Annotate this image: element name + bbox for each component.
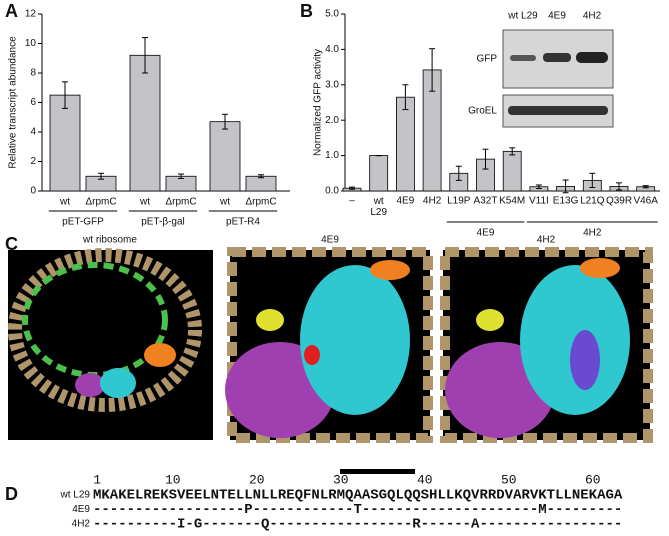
blob [580,258,620,278]
structure-title: wt ribosome [82,235,137,246]
bar [369,155,389,192]
y-axis-label: Normalized GFP activity [313,49,324,156]
rrna [440,247,653,443]
bar [245,175,277,192]
x-tick-label: ΔrpmC [85,197,116,208]
y-tick-label: 5.0 [325,9,339,20]
bar [502,150,522,192]
x-tick-label: V11I [529,196,549,207]
rrna [227,247,433,443]
blob [300,265,410,415]
y-tick-label: 4.0 [325,44,339,55]
x-tick-label: 4E9 [397,196,415,207]
structure-title: 4H2 [537,235,556,246]
x-tick-label: Q39R [606,196,632,207]
sequence: ----------I-G-------Q-----------------R-… [93,517,622,533]
row-name: wt L29 [60,490,91,501]
panel-label: C [5,234,18,254]
panel-label: D [5,484,18,504]
y-tick-label: 6 [30,97,36,108]
blob [256,309,284,331]
band [510,55,536,61]
band [508,106,608,115]
y-tick-label: 4 [30,127,36,138]
ruler-number: 40 [417,472,433,487]
group-label: pET-GFP [62,217,104,228]
lane-label: 4E9 [548,11,566,22]
bar [49,94,81,192]
ruler-number: 1 [93,472,101,487]
ruler-number: 60 [585,472,601,487]
blob [75,373,105,397]
lane-label: wt L29 [507,11,538,22]
y-tick-label: 0.0 [325,186,339,197]
band [576,52,608,63]
row-label: GFP [476,54,497,65]
ruler-number: 30 [333,472,349,487]
row-name: 4E9 [72,504,90,515]
x-tick-label: E13G [553,196,579,207]
ruler-number: 10 [165,472,181,487]
group-label: 4E9 [477,228,495,239]
x-tick-label: wt L29 [370,196,387,218]
panel-c-images [8,247,653,443]
blob [370,260,410,280]
lane-label: 4H2 [583,11,602,22]
bar [129,54,161,192]
panel-label: B [300,1,313,21]
blot [502,29,614,128]
band [543,53,571,62]
region-bar [340,469,415,474]
x-tick-label: V46A [633,196,658,207]
x-tick-label: L19P [447,196,471,207]
panel-label: A [5,1,18,21]
y-axis-label: Relative transcript abundance [8,36,19,169]
y-tick-label: 2 [30,156,36,167]
structure-title: 4E9 [321,235,339,246]
x-tick-label: ΔrpmC [165,197,196,208]
blob [570,330,600,390]
blob [304,345,320,365]
y-tick-label: 3.0 [325,79,339,90]
y-tick-label: 2.0 [325,115,339,126]
y-tick-label: 12 [25,9,37,20]
x-tick-label: K54M [499,196,525,207]
blob [100,368,136,398]
x-tick-label: A32T [474,196,498,207]
row-label: GroEL [468,106,497,117]
blob [476,309,504,331]
sequence: MKAKELREKSVEELNTELLNLLREQFNLRMQAASGQLQQS… [93,488,623,504]
x-tick-label: – [349,196,355,207]
group-label: pET-R4 [226,217,260,228]
bar [209,121,241,192]
ruler-number: 20 [249,472,265,487]
y-tick-label: 8 [30,68,36,79]
x-tick-label: ΔrpmC [245,197,276,208]
sequence: ------------------P------------T--------… [93,502,622,518]
group-label: pET-β-gal [141,217,185,228]
ruler-number: 50 [501,472,517,487]
blob [144,343,176,367]
group-label: 4H2 [583,228,602,239]
x-tick-label: wt [59,197,70,208]
x-tick-label: L21Q [580,196,605,207]
rrna [8,248,202,412]
y-tick-label: 1.0 [325,150,339,161]
x-tick-label: 4H2 [423,196,442,207]
bar [395,96,415,192]
y-tick-label: 10 [25,38,37,49]
x-tick-label: wt [139,197,150,208]
x-tick-label: wt [219,197,230,208]
y-tick-label: 0 [30,186,36,197]
row-name: 4H2 [72,519,91,530]
